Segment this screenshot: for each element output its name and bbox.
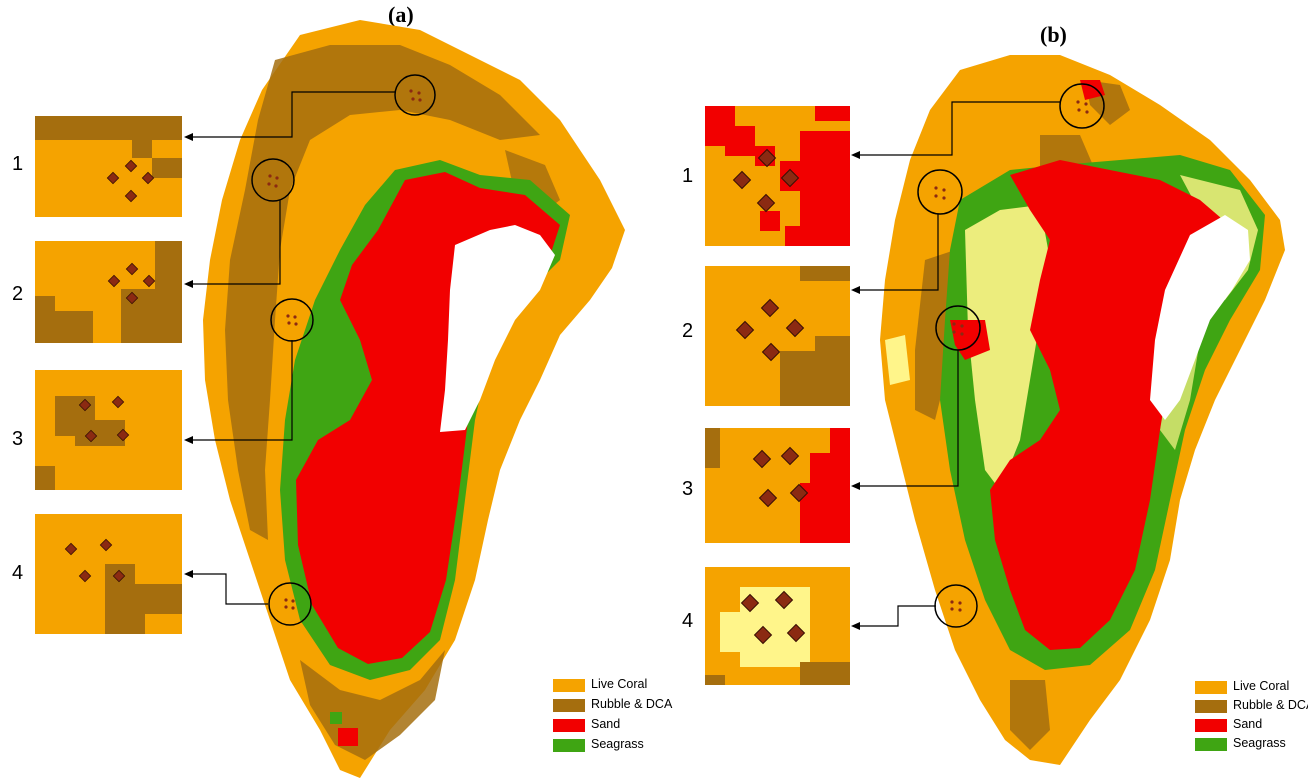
legend-swatch-live-coral [553, 679, 585, 692]
legend-swatch-rubble [1195, 700, 1227, 713]
inset-a3-number: 3 [12, 428, 24, 450]
legend-label: Seagrass [591, 737, 644, 751]
legend-label: Live Coral [1233, 679, 1290, 693]
leader-lines-b [858, 101, 1060, 627]
sample-site-a4 [268, 582, 312, 626]
panel-b-title: (b) [1040, 22, 1067, 47]
legend-label: Rubble & DCA [1233, 698, 1308, 712]
reef-a-rubble [225, 45, 540, 540]
inset-a3 [35, 370, 182, 490]
legend-swatch-sand [553, 719, 585, 732]
legend-label: Sand [1233, 717, 1263, 731]
reef-a-lagoon [440, 225, 555, 432]
reef-b-lagoon [1150, 215, 1250, 420]
reef-a-rubble-south [300, 650, 445, 760]
inset-a4 [35, 514, 182, 634]
inset-b2 [705, 266, 850, 406]
inset-b4-number: 4 [682, 610, 694, 632]
legend-swatch-rubble [553, 699, 585, 712]
inset-a2 [35, 241, 182, 343]
leader-lines-a [190, 91, 395, 605]
inset-b4 [705, 567, 850, 685]
inset-b2-number: 2 [682, 320, 694, 342]
sample-site-a1 [394, 74, 436, 116]
legend-b: Live Coral Rubble & DCA Sand Seagrass [1195, 679, 1308, 760]
inset-a1 [35, 116, 182, 217]
legend-swatch-seagrass [553, 739, 585, 752]
sample-site-b2 [917, 169, 963, 215]
inset-b1-number: 1 [682, 165, 694, 187]
inset-b1 [705, 106, 850, 246]
reef-b-extra-class [965, 205, 1050, 490]
legend-a: Live Coral Rubble & DCA Sand Seagrass [553, 677, 683, 758]
inset-a2-number: 2 [12, 283, 24, 305]
panel-a-title: (a) [388, 2, 414, 27]
inset-b3-number: 3 [682, 478, 694, 500]
legend-swatch-live-coral [1195, 681, 1227, 694]
inset-a1-number: 1 [12, 153, 24, 175]
legend-swatch-seagrass [1195, 738, 1227, 751]
legend-label: Rubble & DCA [591, 697, 673, 711]
panel-a-map [184, 20, 625, 778]
inset-b3 [705, 428, 850, 543]
legend-label: Live Coral [591, 677, 648, 691]
panel-b-map [851, 55, 1285, 765]
legend-swatch-sand [1195, 719, 1227, 732]
sample-site-b1 [1059, 83, 1105, 129]
legend-label: Sand [591, 717, 621, 731]
legend-label: Seagrass [1233, 736, 1286, 750]
sample-site-a2 [251, 158, 295, 202]
inset-a4-number: 4 [12, 562, 24, 584]
